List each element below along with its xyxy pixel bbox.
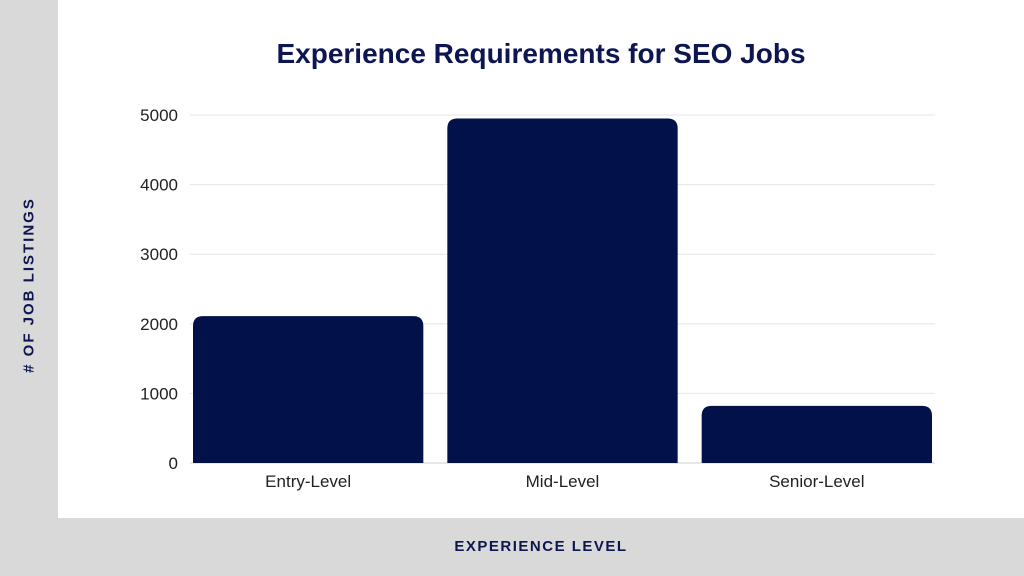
x-axis-label: EXPERIENCE LEVEL bbox=[454, 538, 628, 555]
y-tick-label: 4000 bbox=[140, 176, 178, 195]
x-tick-label: Entry-Level bbox=[265, 472, 351, 491]
y-tick-label: 1000 bbox=[140, 384, 178, 403]
bar bbox=[701, 405, 932, 463]
chart-title: Experience Requirements for SEO Jobs bbox=[276, 38, 806, 69]
y-axis-band bbox=[0, 0, 58, 576]
bar bbox=[193, 316, 424, 463]
y-tick-label: 0 bbox=[169, 454, 178, 473]
y-tick-label: 5000 bbox=[140, 106, 178, 125]
x-tick-label: Mid-Level bbox=[526, 472, 600, 491]
x-tick-label: Senior-Level bbox=[769, 472, 864, 491]
y-tick-label: 3000 bbox=[140, 245, 178, 264]
bar bbox=[447, 118, 678, 463]
x-axis-band bbox=[58, 518, 1024, 576]
y-tick-label: 2000 bbox=[140, 315, 178, 334]
